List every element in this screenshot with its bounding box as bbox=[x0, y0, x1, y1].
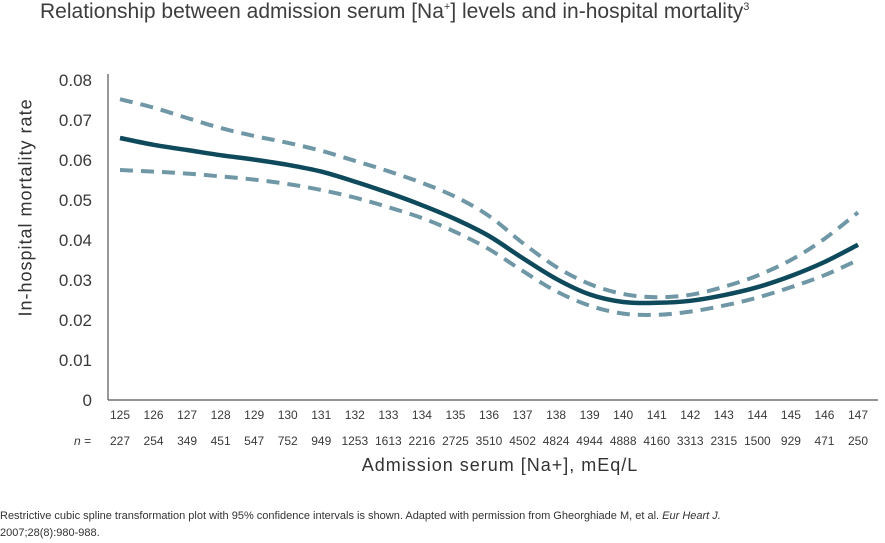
n-value-label: 250 bbox=[848, 434, 868, 448]
y-tick-label: 0.06 bbox=[59, 151, 92, 170]
n-value-label: 4824 bbox=[543, 434, 570, 448]
caption-citation: 2007;28(8):980-988. bbox=[0, 527, 100, 539]
x-tick-label: 141 bbox=[647, 408, 667, 422]
x-tick-label: 137 bbox=[513, 408, 533, 422]
n-row-label: n = bbox=[74, 434, 91, 448]
x-tick-label: 138 bbox=[546, 408, 566, 422]
n-value-label: 4888 bbox=[610, 434, 637, 448]
n-value-label: 3510 bbox=[476, 434, 503, 448]
x-tick-label: 133 bbox=[378, 408, 398, 422]
x-tick-label: 131 bbox=[311, 408, 331, 422]
title-text: Relationship between admission serum [Na bbox=[40, 0, 444, 23]
chart-title: Relationship between admission serum [Na… bbox=[40, 0, 749, 24]
x-tick-label: 125 bbox=[110, 408, 130, 422]
x-tick-label: 145 bbox=[781, 408, 801, 422]
x-tick-label: 132 bbox=[345, 408, 365, 422]
x-tick-label: 142 bbox=[680, 408, 700, 422]
n-value-label: 349 bbox=[177, 434, 197, 448]
x-tick-label: 128 bbox=[211, 408, 231, 422]
n-value-label: 2216 bbox=[409, 434, 436, 448]
n-value-label: 4502 bbox=[509, 434, 536, 448]
x-tick-label: 140 bbox=[613, 408, 633, 422]
n-value-label: 1500 bbox=[744, 434, 771, 448]
x-tick-label: 135 bbox=[445, 408, 465, 422]
n-value-label: 752 bbox=[278, 434, 298, 448]
x-tick-label: 143 bbox=[714, 408, 734, 422]
x-tick-label: 147 bbox=[848, 408, 868, 422]
n-value-label: 2725 bbox=[442, 434, 469, 448]
lower-ci-line bbox=[119, 168, 859, 317]
y-tick-label: 0.08 bbox=[59, 71, 92, 90]
n-value-label: 929 bbox=[781, 434, 801, 448]
title-text-end: ] levels and in-hospital mortality bbox=[450, 0, 744, 23]
x-tick-label: 146 bbox=[814, 408, 834, 422]
x-tick-label: 129 bbox=[244, 408, 264, 422]
x-tick-label: 126 bbox=[144, 408, 164, 422]
x-tick-label: 136 bbox=[479, 408, 499, 422]
y-tick-label: 0.07 bbox=[59, 111, 92, 130]
x-tick-label: 134 bbox=[412, 408, 432, 422]
n-value-label: 4944 bbox=[576, 434, 603, 448]
x-tick-label: 144 bbox=[747, 408, 767, 422]
y-tick-label: 0.02 bbox=[59, 311, 92, 330]
mortality-chart: 0 0.01 0.02 0.03 0.04 0.05 0.06 0.07 0.08 125 227 1… bbox=[59, 71, 878, 448]
x-tick-label: 130 bbox=[278, 408, 298, 422]
n-value-label: 547 bbox=[244, 434, 264, 448]
y-tick-label: 0.01 bbox=[59, 351, 92, 370]
x-tick-label: 139 bbox=[580, 408, 600, 422]
n-value-label: 3313 bbox=[677, 434, 704, 448]
n-value-label: 451 bbox=[211, 434, 231, 448]
n-value-label: 2315 bbox=[710, 434, 737, 448]
y-tick-label: 0.04 bbox=[59, 231, 92, 250]
x-axis-label: Admission serum [Na+], mEq/L bbox=[361, 455, 639, 475]
title-superscript: + bbox=[443, 1, 451, 13]
y-axis-label: In-hospital mortality rate bbox=[15, 98, 36, 317]
figure-caption: Restrictive cubic spline transformation … bbox=[0, 508, 885, 542]
n-value-label: 1613 bbox=[375, 434, 402, 448]
n-value-label: 254 bbox=[144, 434, 164, 448]
n-value-label: 227 bbox=[110, 434, 130, 448]
y-tick-label: 0.05 bbox=[59, 191, 92, 210]
x-tick-label: 127 bbox=[177, 408, 197, 422]
n-value-label: 949 bbox=[311, 434, 331, 448]
n-value-label: 1253 bbox=[341, 434, 368, 448]
y-tick-label: 0.03 bbox=[59, 271, 92, 290]
caption-journal: Eur Heart J. bbox=[662, 510, 721, 522]
upper-ci-line bbox=[119, 97, 860, 300]
mortality-rate-line bbox=[119, 135, 860, 306]
n-value-label: 471 bbox=[814, 434, 834, 448]
y-tick-label: 0 bbox=[83, 391, 92, 410]
n-value-label: 4160 bbox=[643, 434, 670, 448]
caption-text: Restrictive cubic spline transformation … bbox=[0, 510, 663, 522]
title-reference: 3 bbox=[743, 1, 750, 13]
